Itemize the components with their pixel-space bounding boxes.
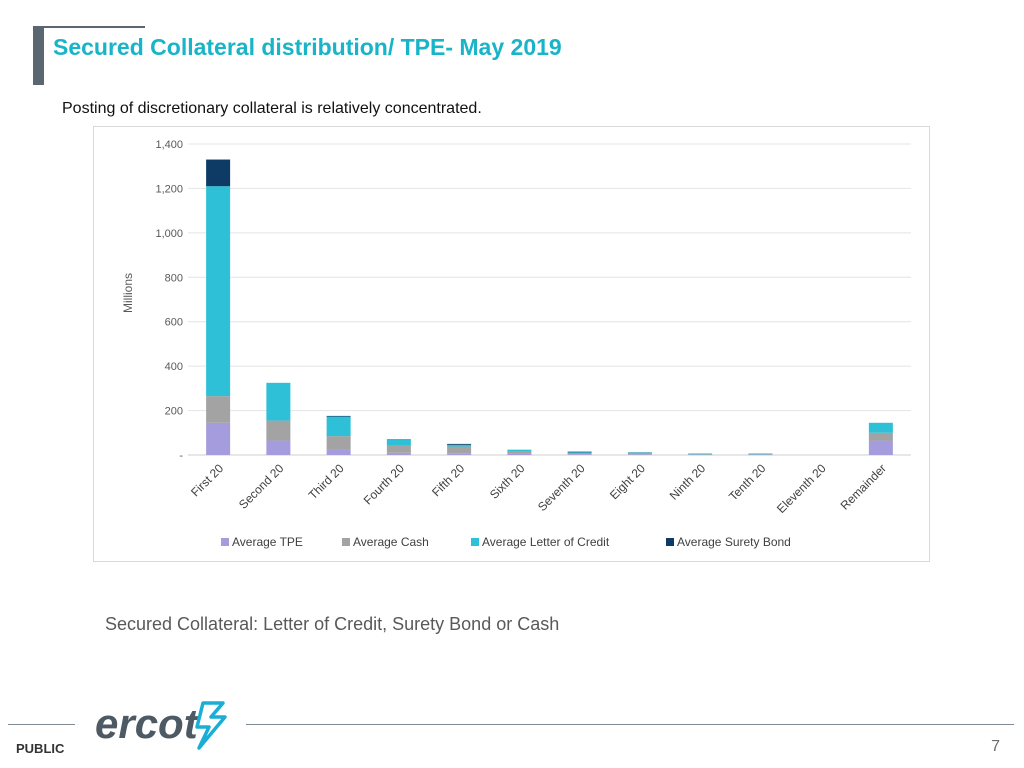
bar-segment — [206, 159, 231, 187]
footer-divider-right — [246, 724, 1014, 725]
bar-segment — [206, 422, 231, 455]
bar-segment — [567, 453, 592, 455]
x-tick-label: Remainder — [838, 461, 889, 512]
y-tick-label: 1,200 — [155, 183, 183, 195]
x-tick-label: Tenth 20 — [726, 461, 769, 504]
legend-label: Average Letter of Credit — [482, 535, 610, 549]
logo-text: ercot — [95, 700, 200, 747]
bar-segment — [206, 396, 231, 423]
bar-segment — [507, 453, 532, 455]
legend-label: Average Surety Bond — [677, 535, 791, 549]
bar-segment — [868, 432, 893, 441]
bar-segment — [627, 454, 652, 455]
bar-segment — [326, 436, 351, 450]
lightning-bolt-icon — [195, 701, 227, 750]
bar-segment — [627, 452, 652, 453]
page-number: 7 — [991, 738, 1000, 755]
bar-segment — [326, 449, 351, 455]
caption: Secured Collateral: Letter of Credit, Su… — [105, 614, 560, 634]
bar-segment — [447, 443, 472, 445]
stacked-bar-chart: - 200 400 600 800 1,000 1,200 1,400 Millions Firs… — [121, 139, 911, 549]
x-tick-label: Second 20 — [236, 461, 287, 512]
bar-segment — [567, 454, 592, 455]
bar-segment — [507, 449, 532, 452]
legend-swatch — [221, 538, 229, 546]
bar-segment — [326, 415, 351, 417]
bar-segment — [447, 446, 472, 454]
page-subtitle: Posting of discretionary collateral is r… — [62, 100, 482, 117]
bar-segment — [266, 440, 291, 455]
bar-segment — [688, 454, 713, 455]
x-tick-label: Sixth 20 — [487, 461, 528, 502]
bar-segment — [206, 186, 231, 397]
bar-segment — [326, 416, 351, 437]
title-accent-bar-top — [33, 26, 145, 28]
y-tick-label: 400 — [165, 361, 183, 373]
chart-frame: - 200 400 600 800 1,000 1,200 1,400 Millions Firs… — [93, 126, 930, 562]
bar-segment — [447, 444, 472, 447]
y-tick-label: 1,000 — [155, 228, 183, 240]
bar-segment — [447, 453, 472, 455]
x-tick-label: Eleventh 20 — [774, 461, 829, 516]
legend-swatch — [666, 538, 674, 546]
x-tick-label: First 20 — [188, 461, 226, 499]
bar-segment — [266, 420, 291, 441]
y-tick-label: 600 — [165, 317, 183, 329]
x-tick-label: Fourth 20 — [361, 461, 407, 507]
legend-label: Average Cash — [353, 535, 429, 549]
legend-label: Average TPE — [232, 535, 303, 549]
bar-segment — [627, 452, 652, 455]
bar-segment — [567, 452, 592, 454]
bar-segment — [386, 445, 411, 453]
x-tick-label: Third 20 — [306, 461, 347, 502]
y-axis-label: Millions — [121, 273, 135, 313]
x-tick-label: Eight 20 — [607, 461, 648, 502]
legend-swatch — [342, 538, 350, 546]
bar-segment — [748, 453, 773, 455]
ercot-logo: ercot — [95, 700, 227, 750]
bar-segment — [507, 451, 532, 454]
x-tick-label: Seventh 20 — [535, 461, 588, 514]
bar-segment — [868, 440, 893, 455]
bar-segment — [748, 454, 773, 455]
bar-segment — [868, 422, 893, 433]
x-tick-label: Ninth 20 — [667, 461, 709, 503]
footer-divider-left — [8, 724, 75, 725]
y-tick-label: 800 — [165, 272, 183, 284]
title-accent-bar — [33, 26, 44, 85]
x-tick-label: Fifth 20 — [429, 461, 467, 499]
bar-segment — [567, 451, 592, 453]
y-tick-label: - — [179, 450, 183, 462]
y-tick-label: 200 — [165, 406, 183, 418]
bar-segment — [386, 452, 411, 455]
page-title: Secured Collateral distribution/ TPE- Ma… — [53, 34, 562, 60]
classification-label: PUBLIC — [16, 741, 65, 756]
bar-segment — [266, 382, 291, 421]
bar-segment — [386, 439, 411, 446]
y-tick-label: 1,400 — [155, 139, 183, 151]
legend-swatch — [471, 538, 479, 546]
bar-segment — [688, 453, 713, 455]
